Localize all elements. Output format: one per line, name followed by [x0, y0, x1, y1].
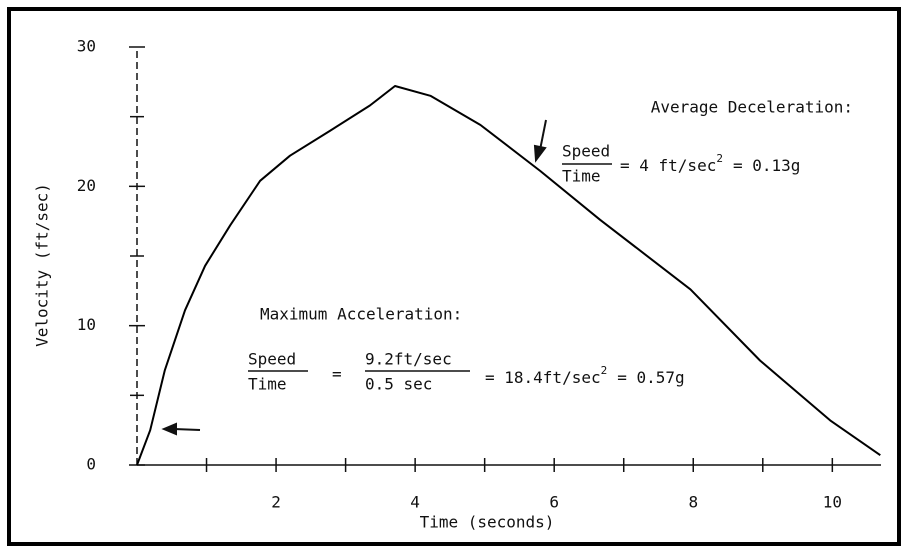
fraction-denominator: Time	[562, 167, 601, 186]
suffix: = 0.13g	[733, 156, 800, 175]
x-tick-label: 4	[410, 493, 420, 512]
suffix: = 0.57g	[617, 368, 684, 387]
arrow	[539, 119, 547, 151]
deceleration-title: Average Deceleration:	[651, 98, 853, 117]
x-tick-label: 10	[823, 493, 842, 512]
x-tick-label: 2	[271, 493, 281, 512]
y-axis-label: Velocity (ft/sec)	[33, 183, 52, 347]
arrow-head	[533, 144, 547, 163]
arrow-head	[161, 422, 177, 436]
result: = 18.4ft/sec	[485, 368, 601, 387]
equals: =	[332, 365, 342, 384]
frame	[7, 7, 901, 546]
fraction-numerator: 9.2ft/sec	[365, 350, 452, 369]
exponent: 2	[601, 364, 608, 377]
y-tick-label: 30	[77, 37, 96, 56]
x-axis-label: Time (seconds)	[420, 513, 555, 532]
arrow	[173, 428, 201, 431]
y-tick-label: 20	[77, 176, 96, 195]
x-tick-label: 8	[688, 493, 698, 512]
y-tick-label: 0	[86, 455, 96, 474]
velocity-line	[136, 85, 881, 466]
acceleration-title: Maximum Acceleration:	[260, 305, 462, 324]
fraction-numerator: Speed	[248, 350, 296, 369]
deceleration-result: = 4 ft/sec2 = 0.13g	[620, 152, 800, 175]
fraction-denominator: 0.5 sec	[365, 375, 432, 394]
arrows	[161, 119, 547, 436]
exponent: 2	[716, 152, 723, 165]
acceleration-result: = 18.4ft/sec2 = 0.57g	[485, 364, 685, 387]
y-tick-label: 10	[77, 315, 96, 334]
fraction-denominator: Time	[248, 375, 287, 394]
fraction-numerator: Speed	[562, 142, 610, 161]
result: = 4 ft/sec	[620, 156, 716, 175]
x-tick-label: 6	[549, 493, 559, 512]
